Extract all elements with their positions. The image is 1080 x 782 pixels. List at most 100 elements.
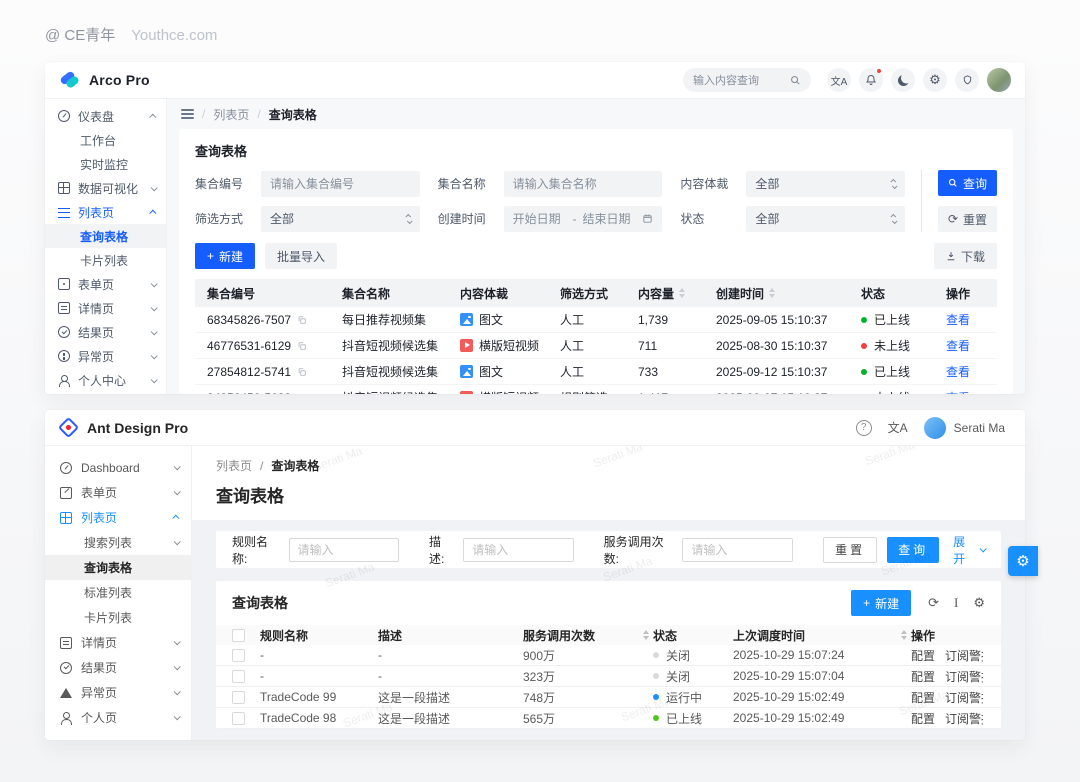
translate-icon[interactable]: 文A: [887, 421, 908, 435]
select-arrows-icon: [890, 213, 898, 224]
configure-link[interactable]: 配置: [911, 711, 936, 726]
gear-icon[interactable]: ⚙: [973, 595, 985, 610]
refresh-icon[interactable]: ⟳: [928, 595, 939, 610]
row-checkbox[interactable]: [232, 690, 245, 704]
view-link[interactable]: 查看: [946, 389, 970, 394]
sort-icon[interactable]: [901, 630, 907, 640]
theme-settings-button[interactable]: ⚙: [1008, 546, 1038, 576]
sidebar-item-form-pages[interactable]: 表单页: [45, 272, 166, 296]
question-icon[interactable]: ?: [855, 419, 872, 436]
copy-icon[interactable]: [297, 367, 307, 377]
collection-id-input[interactable]: 请输入集合编号: [261, 170, 420, 197]
arco-search-input[interactable]: 输入内容查询: [683, 68, 811, 92]
column-height-icon[interactable]: I: [954, 595, 959, 610]
sidebar-item-search-table[interactable]: 查询表格: [45, 224, 166, 248]
arco-user-avatar[interactable]: [987, 68, 1011, 92]
breadcrumb-item[interactable]: 列表页: [213, 107, 250, 122]
chevron-down-icon: [173, 638, 181, 646]
configure-link[interactable]: 配置: [911, 648, 936, 663]
sidebar-item-monitor[interactable]: 实时监控: [80, 157, 129, 172]
col-call-count[interactable]: 服务调用次数: [523, 627, 653, 644]
view-link[interactable]: 查看: [946, 365, 971, 379]
call-count-input[interactable]: 请输入: [682, 537, 794, 562]
view-link[interactable]: 查看: [946, 313, 971, 327]
genre-video-icon: [460, 391, 473, 394]
search-button[interactable]: 查询: [887, 536, 940, 563]
bell-icon[interactable]: [859, 68, 883, 92]
col-last-schedule[interactable]: 上次调度时间: [733, 627, 911, 644]
collection-name-input[interactable]: 请输入集合名称: [503, 170, 663, 197]
field-collection-id: 集合编号 请输入集合编号: [195, 170, 420, 197]
search-button[interactable]: 查询: [938, 170, 997, 196]
field-filter-method: 筛选方式 全部: [195, 205, 420, 232]
table-row: TradeCode 99 这是一段描述 748万 运行中 2025-10-29 …: [216, 687, 1001, 708]
user-menu[interactable]: Serati Ma: [923, 416, 1005, 439]
plus-icon: +: [863, 596, 871, 610]
rule-name-input[interactable]: 请输入: [288, 537, 400, 562]
moon-icon[interactable]: [891, 68, 915, 92]
row-checkbox[interactable]: [232, 648, 245, 662]
copy-icon[interactable]: [297, 315, 307, 325]
configure-link[interactable]: 配置: [911, 690, 936, 705]
sidebar-item-form-pages[interactable]: 表单页: [45, 480, 191, 505]
sidebar-item-profile-pages[interactable]: 详情页: [45, 630, 191, 655]
sidebar-item-user-center[interactable]: 个人中心: [45, 368, 166, 392]
sort-icon[interactable]: [643, 630, 649, 640]
content-genre-select[interactable]: 全部: [746, 170, 905, 197]
sidebar-item-list-pages[interactable]: 列表页: [45, 505, 191, 530]
chevron-down-icon: [173, 713, 181, 721]
create-button[interactable]: + 新建: [851, 590, 912, 616]
batch-import-button[interactable]: 批量导入: [265, 243, 338, 269]
sidebar-item-exception-pages[interactable]: 异常页: [45, 344, 166, 368]
table-card-title: 查询表格: [232, 595, 288, 611]
subscribe-alert-link[interactable]: 订阅警报: [945, 690, 983, 705]
col-content-count[interactable]: 内容量: [636, 285, 714, 302]
shield-icon[interactable]: [955, 68, 979, 92]
sort-icon[interactable]: [679, 288, 686, 298]
sidebar-item-result-pages[interactable]: 结果页: [45, 320, 166, 344]
row-checkbox[interactable]: [232, 669, 245, 683]
subscribe-alert-link[interactable]: 订阅警报: [945, 669, 983, 684]
sidebar-item-result-pages[interactable]: 结果页: [45, 655, 191, 680]
sidebar-item-search-table[interactable]: 查询表格: [45, 555, 191, 580]
view-link[interactable]: 查看: [946, 339, 971, 353]
chevron-down-icon: [979, 545, 987, 553]
sidebar-item-workplace[interactable]: 工作台: [80, 133, 117, 148]
sidebar-item-dashboard[interactable]: Dashboard: [45, 455, 191, 480]
expand-link[interactable]: 展开: [953, 533, 987, 567]
reset-button[interactable]: 重置: [823, 536, 878, 563]
date-range-picker[interactable]: 开始日期 - 结束日期: [503, 205, 663, 232]
create-button[interactable]: + 新建: [195, 243, 256, 269]
copy-icon[interactable]: [297, 341, 307, 351]
page-header: 列表页 / 查询表格 查询表格: [192, 446, 1025, 520]
menu-icon[interactable]: [181, 109, 194, 119]
sidebar-item-profile-pages[interactable]: 详情页: [45, 296, 166, 320]
download-button[interactable]: 下载: [933, 243, 997, 269]
gear-icon[interactable]: ⚙: [923, 68, 947, 92]
row-checkbox[interactable]: [232, 711, 245, 725]
sidebar-item-account-pages[interactable]: 个人页: [45, 705, 191, 730]
ant-header-actions: ? 文A Serati Ma: [855, 416, 1005, 439]
genre-image-icon: [460, 313, 473, 326]
configure-link[interactable]: 配置: [911, 669, 936, 684]
col-created-time[interactable]: 创建时间: [714, 285, 859, 302]
select-all-checkbox[interactable]: [232, 628, 245, 642]
sidebar-item-list-pages[interactable]: 列表页: [45, 200, 166, 224]
sidebar-item-card-list[interactable]: 卡片列表: [84, 611, 133, 625]
reset-button[interactable]: ⟳ 重置: [938, 206, 997, 232]
description-input[interactable]: 请输入: [463, 537, 574, 562]
subscribe-alert-link[interactable]: 订阅警报: [945, 648, 983, 663]
sidebar-item-card-list[interactable]: 卡片列表: [80, 253, 129, 268]
sidebar-item-exception-pages[interactable]: 异常页: [45, 680, 191, 705]
status-select[interactable]: 全部: [746, 205, 905, 232]
translate-icon[interactable]: 文A: [827, 68, 851, 92]
sort-icon[interactable]: [769, 288, 776, 298]
subscribe-alert-link[interactable]: 订阅警报: [945, 711, 983, 726]
sidebar-item-dashboard[interactable]: 仪表盘: [45, 104, 166, 128]
sidebar-item-search-list[interactable]: 搜索列表: [45, 530, 191, 555]
sidebar-item-visualization[interactable]: 数据可视化: [45, 176, 166, 200]
breadcrumb-item[interactable]: 列表页: [216, 459, 253, 473]
sidebar-item-basic-list[interactable]: 标准列表: [84, 586, 133, 600]
copy-icon[interactable]: [297, 393, 307, 394]
filter-method-select[interactable]: 全部: [261, 205, 420, 232]
